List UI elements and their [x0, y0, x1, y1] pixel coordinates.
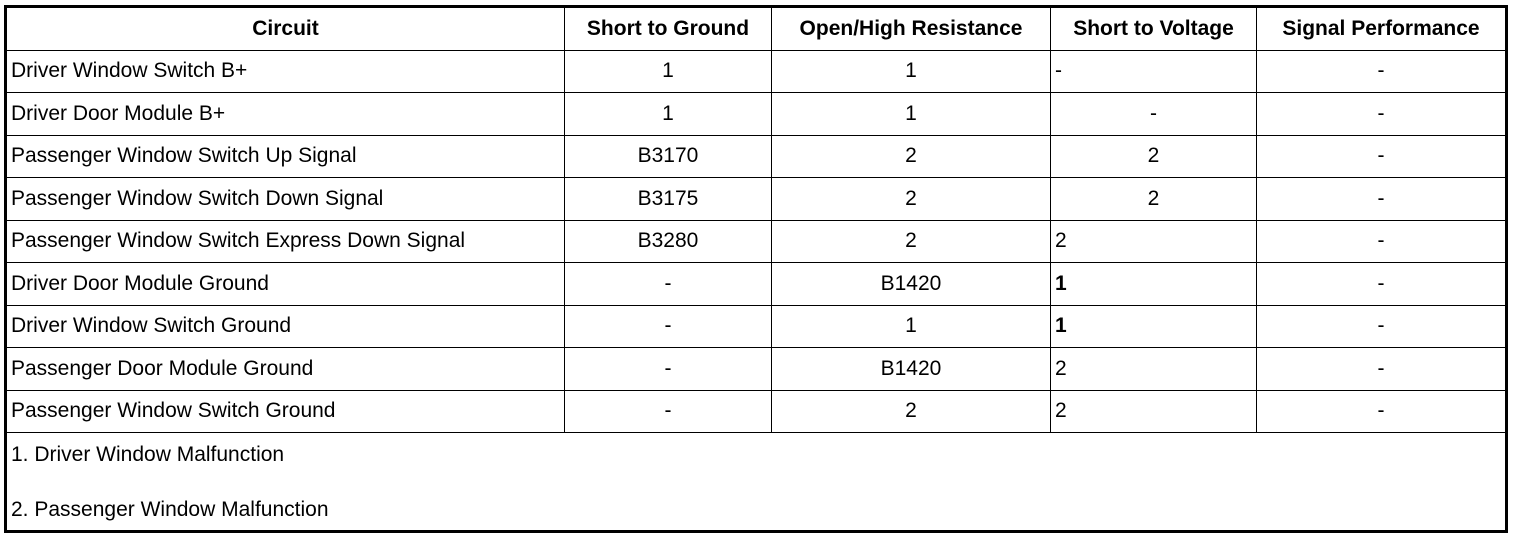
cell-short-to-voltage: 2 [1050, 177, 1257, 221]
cell-signal-performance: - [1256, 262, 1507, 306]
cell-circuit: Passenger Window Switch Express Down Sig… [5, 219, 565, 263]
cell-signal-performance: - [1256, 134, 1507, 178]
table-row: Passenger Window Switch Up Signal B3170 2 2… [5, 134, 1507, 178]
cell-signal-performance: - [1256, 389, 1507, 433]
cell-short-to-voltage: 1 [1050, 262, 1257, 306]
cell-short-to-voltage: 1 [1050, 304, 1257, 348]
cell-short-to-ground: B3175 [564, 177, 772, 221]
cell-circuit: Driver Window Switch B+ [5, 49, 565, 93]
cell-signal-performance: - [1256, 177, 1507, 221]
table-row: Driver Door Module B+ 1 1- - [5, 92, 1507, 136]
cell-open-high-resistance: B1420 [771, 262, 1051, 306]
cell-open-high-resistance: 1 [771, 49, 1051, 93]
cell-short-to-voltage: 2 [1050, 389, 1257, 433]
notes-row: 1. Driver Window Malfunction 2. Passenge… [5, 432, 1507, 532]
cell-signal-performance: - [1256, 304, 1507, 348]
header-circuit: Circuit [5, 6, 565, 51]
cell-short-to-voltage: - [1050, 92, 1257, 136]
cell-signal-performance: - [1256, 92, 1507, 136]
cell-short-to-ground: B3170 [564, 134, 772, 178]
cell-circuit: Passenger Door Module Ground [5, 347, 565, 391]
header-short-to-voltage: Short to Voltage [1050, 6, 1257, 51]
cell-open-high-resistance: 2 [771, 389, 1051, 433]
cell-short-to-ground: - [564, 262, 772, 306]
cell-circuit: Passenger Window Switch Down Signal [5, 177, 565, 221]
table-row: Driver Window Switch B+ 1 1- - [5, 49, 1507, 93]
header-row: Circuit Short to Ground Open/High Resist… [5, 6, 1507, 51]
table-row: Passenger Window Switch Down Signal B3175… [5, 177, 1507, 221]
cell-short-to-ground: 1 [564, 92, 772, 136]
cell-circuit: Driver Window Switch Ground [5, 304, 565, 348]
cell-circuit: Driver Door Module Ground [5, 262, 565, 306]
table-row: Passenger Door Module Ground - B1420 2- [5, 347, 1507, 391]
cell-circuit: Passenger Window Switch Up Signal [5, 134, 565, 178]
cell-short-to-ground: - [564, 304, 772, 348]
cell-circuit: Driver Door Module B+ [5, 92, 565, 136]
cell-signal-performance: - [1256, 347, 1507, 391]
header-short-to-ground: Short to Ground [564, 6, 772, 51]
cell-short-to-ground: - [564, 389, 772, 433]
cell-signal-performance: - [1256, 219, 1507, 263]
header-open-high-resistance: Open/High Resistance [771, 6, 1051, 51]
cell-open-high-resistance: 2 [771, 219, 1051, 263]
cell-short-to-voltage: 2 [1050, 134, 1257, 178]
cell-short-to-voltage: 2 [1050, 347, 1257, 391]
cell-open-high-resistance: 2 [771, 134, 1051, 178]
table-row: Driver Door Module Ground - B1420 1- [5, 262, 1507, 306]
table-row: Passenger Window Switch Ground -2 2- [5, 389, 1507, 433]
cell-short-to-voltage: 2 [1050, 219, 1257, 263]
cell-open-high-resistance: 1 [771, 304, 1051, 348]
cell-signal-performance: - [1256, 49, 1507, 93]
header-signal-performance: Signal Performance [1256, 6, 1507, 51]
cell-open-high-resistance: B1420 [771, 347, 1051, 391]
cell-short-to-ground: 1 [564, 49, 772, 93]
table-row: Passenger Window Switch Express Down Sig… [5, 219, 1507, 263]
note-2: 2. Passenger Window Malfunction [11, 498, 329, 521]
cell-short-to-ground: B3280 [564, 219, 772, 263]
circuit-fault-table: Circuit Short to Ground Open/High Resist… [4, 5, 1508, 533]
cell-open-high-resistance: 2 [771, 177, 1051, 221]
table-row: Driver Window Switch Ground -1 1- [5, 304, 1507, 348]
cell-short-to-voltage: - [1050, 49, 1257, 93]
cell-short-to-ground: - [564, 347, 772, 391]
note-1: 1. Driver Window Malfunction [11, 443, 285, 466]
cell-open-high-resistance: 1 [771, 92, 1051, 136]
cell-circuit: Passenger Window Switch Ground [5, 389, 565, 433]
